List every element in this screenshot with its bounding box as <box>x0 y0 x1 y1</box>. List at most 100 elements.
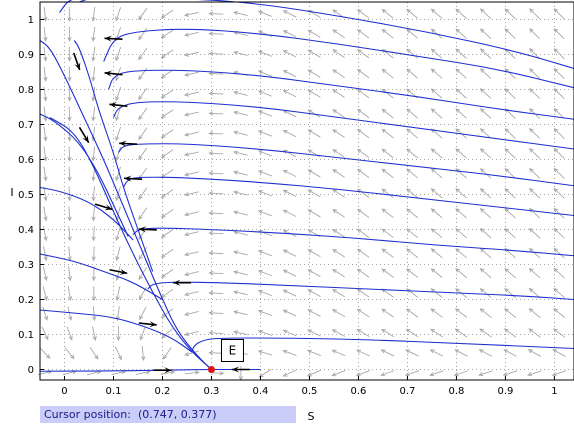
field-arrow-head <box>553 307 558 313</box>
field-arrow-head <box>139 315 144 321</box>
field-arrow-head <box>430 248 436 253</box>
field-arrow <box>233 331 248 336</box>
field-arrow-head <box>282 349 288 354</box>
field-arrow-head <box>504 308 509 313</box>
field-arrow-head <box>405 349 411 354</box>
field-arrow-head <box>430 48 436 54</box>
field-arrow-head <box>406 88 411 94</box>
field-arrow-head <box>429 349 435 354</box>
field-arrow <box>455 28 467 39</box>
field-arrow-head <box>257 329 263 334</box>
field-arrow <box>504 168 516 179</box>
field-arrow-head <box>455 208 461 213</box>
field-arrow <box>504 128 516 139</box>
field-arrow <box>92 26 96 41</box>
field-arrow-head <box>138 195 143 201</box>
field-arrow-head <box>307 229 313 234</box>
field-arrow-head <box>43 216 48 222</box>
field-arrow-head <box>356 88 362 94</box>
field-arrow-head <box>91 96 96 102</box>
field-arrow-head <box>479 88 485 93</box>
field-arrow <box>357 109 370 119</box>
field-arrow <box>258 190 273 197</box>
field-arrow <box>209 13 224 15</box>
field-arrow <box>554 48 565 60</box>
y-tick-label: 0 <box>28 365 34 376</box>
field-arrow <box>382 69 394 79</box>
field-arrow <box>406 148 419 159</box>
field-arrow-head <box>43 295 48 301</box>
direction-arrow-head <box>74 62 81 70</box>
field-arrow <box>455 308 468 318</box>
field-arrow <box>479 349 493 357</box>
field-arrow <box>93 246 95 261</box>
field-arrow <box>480 228 492 239</box>
field-arrow <box>161 189 174 198</box>
field-arrow-head <box>504 148 510 153</box>
trajectory-curve <box>39 40 212 370</box>
field-arrow-head <box>504 88 510 93</box>
field-arrow-head <box>406 8 411 14</box>
field-arrow <box>68 246 71 261</box>
field-arrow <box>382 148 394 159</box>
field-arrow <box>138 107 148 120</box>
field-arrow <box>357 169 370 178</box>
field-arrow-head <box>381 68 387 74</box>
field-arrow-head <box>138 255 143 261</box>
field-arrow <box>64 347 75 359</box>
field-arrow-head <box>91 36 96 42</box>
field-arrow-head <box>257 210 263 215</box>
field-arrow <box>139 326 146 340</box>
field-arrow-head <box>257 130 263 135</box>
field-arrow <box>68 166 71 181</box>
field-arrow <box>92 226 95 241</box>
equilibrium-marker <box>207 366 215 373</box>
field-arrow-head <box>194 370 200 375</box>
field-arrow-head <box>184 32 190 37</box>
field-arrow-head <box>91 256 96 262</box>
field-arrow-head <box>139 335 144 341</box>
field-arrow <box>62 370 77 376</box>
field-arrow-head <box>70 354 75 360</box>
field-arrow-head <box>478 349 484 354</box>
field-arrow-head <box>356 248 362 254</box>
field-arrow <box>431 88 443 99</box>
field-arrow-head <box>138 55 143 61</box>
field-arrow-head <box>282 10 288 15</box>
direction-arrow-head <box>104 70 113 77</box>
field-arrow-head <box>332 268 337 274</box>
field-arrow-head <box>356 168 362 174</box>
field-arrow-head <box>381 188 387 193</box>
field-arrow <box>553 308 565 318</box>
field-arrow <box>115 166 121 181</box>
field-arrow-head <box>529 48 534 53</box>
field-arrow-head <box>430 28 436 34</box>
field-arrow <box>308 89 321 98</box>
field-arrow <box>161 308 174 318</box>
field-arrow <box>89 347 99 360</box>
field-arrow-head <box>208 191 214 196</box>
x-tick-label: 0.2 <box>155 386 171 397</box>
field-arrow-head <box>528 247 534 253</box>
field-arrow-head <box>208 310 214 316</box>
direction-arrows <box>73 35 250 374</box>
field-arrow <box>357 129 370 139</box>
field-arrow <box>283 189 297 197</box>
field-arrow-head <box>184 212 190 217</box>
field-arrow-head <box>430 288 436 293</box>
field-arrow-head <box>162 354 168 360</box>
field-arrow <box>116 246 121 261</box>
field-arrow <box>308 109 321 118</box>
field-arrow <box>258 170 273 177</box>
field-arrow <box>480 308 492 318</box>
direction-arrow-head <box>164 367 172 374</box>
field-arrow <box>115 146 121 161</box>
field-arrow-head <box>553 107 559 113</box>
field-arrow-head <box>356 128 362 134</box>
field-arrow <box>357 49 370 59</box>
field-arrow-head <box>381 108 387 114</box>
field-arrow-head <box>455 48 461 53</box>
field-arrow-head <box>307 109 313 114</box>
field-arrow-head <box>332 248 337 254</box>
